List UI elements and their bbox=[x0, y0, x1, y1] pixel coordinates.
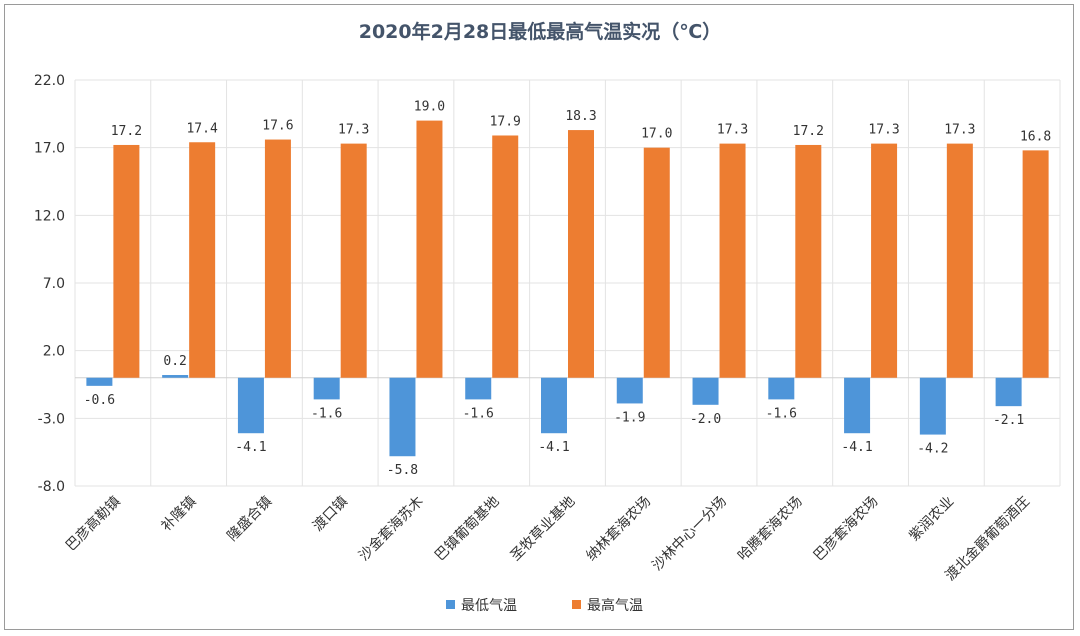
bar-min bbox=[768, 377, 795, 400]
data-label: -5.8 bbox=[387, 463, 418, 478]
bar-max bbox=[189, 142, 216, 378]
bar-min bbox=[995, 377, 1022, 407]
bar-max bbox=[264, 139, 291, 378]
data-label: 18.3 bbox=[565, 109, 596, 124]
data-label: -0.6 bbox=[84, 393, 115, 408]
x-category-label: 哈腾套海农场 bbox=[734, 493, 805, 564]
data-label: -1.6 bbox=[766, 406, 797, 421]
data-label: 0.2 bbox=[163, 354, 186, 369]
x-category-label: 纳林套海农场 bbox=[583, 494, 654, 565]
x-category-label: 沙金套海苏木 bbox=[356, 494, 427, 565]
bar-min bbox=[692, 377, 719, 405]
bar-max bbox=[871, 143, 898, 378]
y-axis: 22.0 17.0 12.0 7.0 2.0 -3.0 -8.0 bbox=[34, 73, 65, 495]
bar-max bbox=[113, 144, 140, 378]
data-label: -2.0 bbox=[690, 412, 721, 427]
legend-swatch bbox=[446, 600, 455, 609]
bar-min bbox=[313, 377, 340, 400]
data-label: -4.2 bbox=[917, 442, 948, 457]
chart-title: 2020年2月28日最低最高气温实况（℃） bbox=[359, 20, 722, 43]
y-tick-label: 7.0 bbox=[43, 276, 65, 292]
data-label: -4.1 bbox=[235, 440, 266, 455]
bar-min bbox=[616, 377, 643, 404]
data-label: 17.6 bbox=[262, 119, 293, 134]
data-label: 17.2 bbox=[111, 124, 142, 139]
bar-max bbox=[719, 143, 746, 378]
data-label: 17.3 bbox=[944, 123, 975, 138]
x-category-label: 隆盛合镇 bbox=[224, 494, 275, 545]
data-label: 16.8 bbox=[1020, 129, 1051, 144]
bar-max bbox=[492, 135, 519, 378]
data-label: -4.1 bbox=[841, 440, 872, 455]
data-label: 17.0 bbox=[641, 127, 672, 142]
data-label: 17.3 bbox=[717, 123, 748, 138]
data-labels: -0.6 0.2 -4.1 -1.6 -5.8 -1.6 -4.1 -1.9 -2.0 -1.6 -… bbox=[84, 100, 1052, 479]
gridlines bbox=[74, 79, 1061, 487]
bar-max bbox=[643, 147, 670, 378]
bar-min bbox=[162, 375, 189, 378]
x-category-label: 补隆镇 bbox=[158, 494, 199, 535]
y-tick-label: 22.0 bbox=[34, 73, 65, 89]
bar-min bbox=[389, 377, 416, 457]
bar-min bbox=[237, 377, 264, 434]
data-label: -2.1 bbox=[993, 413, 1024, 428]
data-label: 19.0 bbox=[414, 100, 445, 115]
bar-max bbox=[416, 120, 443, 378]
y-tick-label: 12.0 bbox=[34, 208, 65, 224]
legend-label: 最高气温 bbox=[587, 597, 643, 614]
legend-swatch bbox=[572, 600, 581, 609]
data-label: -1.6 bbox=[463, 406, 494, 421]
bar-min bbox=[86, 377, 113, 386]
legend: 最低气温 最高气温 bbox=[446, 597, 643, 614]
bar-min bbox=[919, 377, 946, 435]
data-label: 17.3 bbox=[338, 123, 369, 138]
bar-min bbox=[844, 377, 871, 434]
bars bbox=[86, 120, 1049, 457]
data-label: 17.9 bbox=[490, 114, 521, 129]
bar-max bbox=[946, 143, 973, 378]
x-category-label: 巴彦套海农场 bbox=[811, 494, 882, 565]
y-tick-label: 17.0 bbox=[34, 141, 65, 157]
x-category-label: 沙林中心一分场 bbox=[649, 494, 730, 575]
data-label: 17.2 bbox=[793, 124, 824, 139]
bar-max bbox=[795, 144, 822, 378]
data-label: -1.9 bbox=[614, 410, 645, 425]
data-label: -1.6 bbox=[311, 406, 342, 421]
bar-max bbox=[340, 143, 367, 378]
x-category-label: 渡口镇 bbox=[310, 494, 351, 535]
x-category-label: 巴镇葡萄基地 bbox=[431, 493, 502, 564]
legend-label: 最低气温 bbox=[461, 598, 517, 614]
bar-min bbox=[541, 377, 567, 434]
bar-min bbox=[465, 377, 492, 400]
x-category-label: 圣牧草业基地 bbox=[507, 493, 578, 564]
data-label: 17.4 bbox=[186, 121, 217, 136]
bar-max bbox=[1022, 150, 1049, 378]
x-axis: 巴彦高勒镇 补隆镇 隆盛合镇 渡口镇 沙金套海苏木 巴镇葡萄基地 圣牧草业基地 纳林套海农场沙… bbox=[62, 493, 1033, 584]
bar-max bbox=[568, 130, 594, 378]
y-tick-label: -8.0 bbox=[38, 479, 65, 495]
x-category-label: 巴彦高勒镇 bbox=[62, 493, 124, 555]
data-label: -4.1 bbox=[538, 440, 569, 455]
y-tick-label: 2.0 bbox=[43, 344, 65, 360]
x-category-label: 紫润农业 bbox=[906, 494, 957, 545]
y-tick-label: -3.0 bbox=[38, 411, 65, 427]
data-label: 17.3 bbox=[868, 123, 899, 138]
